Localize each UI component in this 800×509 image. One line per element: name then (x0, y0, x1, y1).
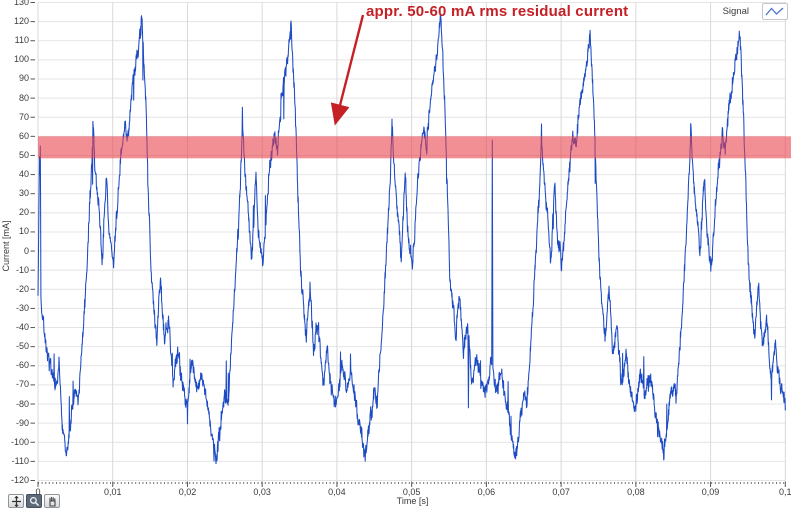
y-tick-label: -10 (15, 264, 29, 275)
y-tick-label: -40 (15, 322, 29, 333)
scope-toolbar (8, 494, 60, 508)
crosshair-icon (11, 495, 22, 507)
x-tick-label: 0 (35, 487, 41, 497)
legend-series-label: Signal (722, 6, 749, 17)
y-tick-label: -50 (15, 341, 29, 352)
legend[interactable]: Signal (723, 3, 788, 20)
y-tick-label: 20 (18, 207, 29, 218)
select-tool-button[interactable] (8, 494, 24, 508)
y-tick-label: 30 (18, 188, 29, 199)
x-tick-label: 0,08 (627, 487, 645, 497)
highlight-band (38, 136, 791, 159)
y-tick-label: 60 (18, 130, 29, 141)
y-tick-label: -80 (15, 398, 29, 409)
x-tick-label: 0,04 (328, 487, 346, 497)
y-tick-label: 40 (18, 169, 29, 180)
y-tick-label: -100 (10, 436, 29, 447)
x-axis-title: Time [s] (396, 496, 429, 506)
pan-tool-button[interactable] (44, 494, 60, 508)
y-tick-label: 90 (18, 73, 29, 84)
magnifier-icon (29, 496, 40, 507)
y-tick-label: 120 (13, 16, 29, 27)
y-tick-label: 70 (18, 111, 29, 122)
y-tick-label: 50 (18, 149, 29, 160)
x-tick-label: 0,06 (477, 487, 496, 497)
signal-trace (37, 14, 786, 465)
y-tick-label: -120 (10, 475, 29, 485)
y-tick-label: 0 (23, 245, 29, 256)
y-tick-label: 80 (18, 92, 29, 103)
line-chart-icon (762, 3, 788, 20)
y-tick-label: -20 (15, 283, 29, 294)
zoom-tool-button[interactable] (26, 494, 42, 508)
x-tick-label: 0,09 (701, 487, 720, 497)
y-tick-label: 10 (18, 226, 29, 237)
y-axis-title: Current [mA] (1, 220, 11, 272)
annotation-arrow (330, 14, 365, 126)
hand-icon (47, 496, 58, 507)
x-tick-label: 0,03 (253, 487, 271, 497)
x-tick-label: 0,07 (552, 487, 570, 497)
y-tick-label: -60 (15, 360, 29, 371)
y-tick-label: -70 (15, 379, 29, 390)
x-tick-label: 0,01 (103, 487, 122, 497)
x-tick-label: 0,1 (779, 487, 792, 497)
x-tick-label: 0,05 (402, 487, 421, 497)
y-tick-label: -90 (15, 417, 29, 428)
y-tick-label: 100 (13, 54, 29, 65)
annotation-text: appr. 50-60 mA rms residual current (366, 3, 629, 20)
y-tick-label: 130 (13, 0, 29, 7)
y-tick-label: 110 (14, 35, 29, 46)
y-tick-label: -110 (11, 455, 29, 466)
x-tick-label: 0,02 (178, 487, 197, 497)
y-tick-label: -30 (15, 302, 29, 313)
